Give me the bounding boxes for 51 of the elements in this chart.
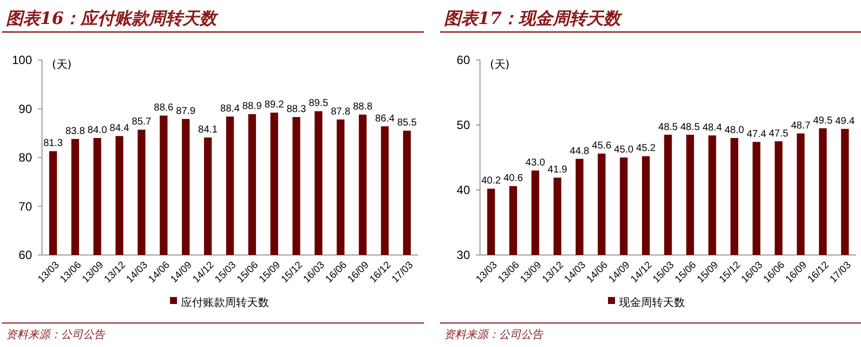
y-axis-title: (天) — [490, 58, 510, 71]
data-label: 86.4 — [375, 113, 395, 124]
data-label: 88.4 — [220, 104, 240, 115]
data-label: 43.0 — [526, 158, 546, 168]
y-tick-label: 90 — [18, 102, 32, 116]
y-tick-label: 80 — [18, 150, 32, 165]
data-label: 84.1 — [198, 124, 218, 136]
data-label: 81.3 — [43, 138, 64, 150]
y-tick-label: 50 — [456, 118, 470, 132]
data-label: 87.8 — [330, 106, 351, 118]
data-label: 40.2 — [481, 176, 502, 187]
y-tick-label: 100 — [12, 53, 32, 68]
data-label: 44.8 — [570, 146, 590, 157]
y-tick-label: 60 — [18, 248, 32, 262]
y-tick-label: 70 — [18, 199, 32, 214]
data-label: 87.9 — [176, 106, 196, 117]
data-label: 41.9 — [548, 164, 568, 176]
data-label: 88.8 — [352, 102, 373, 113]
data-label: 48.7 — [790, 120, 811, 132]
data-label: 49.4 — [835, 116, 856, 127]
data-label: 88.3 — [286, 104, 307, 116]
data-label: 88.9 — [242, 101, 262, 112]
data-label: 49.5 — [813, 115, 833, 126]
data-label: 48.5 — [680, 122, 700, 133]
data-label: 89.2 — [264, 100, 284, 111]
data-label: 48.0 — [724, 125, 745, 136]
data-label: 85.7 — [132, 116, 152, 128]
data-label: 47.4 — [746, 128, 767, 140]
data-label: 47.5 — [768, 128, 789, 140]
data-label: 84.0 — [88, 125, 108, 136]
y-tick-label: 40 — [456, 183, 470, 198]
data-label: 45.0 — [614, 144, 634, 156]
data-label: 48.5 — [658, 122, 678, 133]
legend-label: 现金周转天数 — [619, 296, 685, 309]
data-label: 40.6 — [503, 173, 524, 184]
y-tick-label: 60 — [456, 53, 470, 68]
data-label: 45.2 — [636, 143, 656, 154]
chart-title: 图表17：现金周转天数 — [444, 9, 623, 29]
data-label: 45.6 — [592, 140, 612, 152]
text: 资料来源：公司公告 — [444, 328, 544, 341]
data-label: 88.6 — [154, 102, 174, 114]
legend-label: 应付账款周转天数 — [181, 296, 269, 309]
data-label: 85.5 — [397, 118, 418, 129]
y-axis-title: (天) — [52, 58, 72, 71]
text: 资料来源：公司公告 — [6, 328, 106, 341]
data-label: 89.5 — [308, 98, 329, 110]
data-label: 83.8 — [65, 126, 86, 137]
data-label: 84.4 — [110, 123, 130, 134]
data-label: 48.4 — [702, 122, 722, 134]
y-tick-label: 30 — [456, 248, 470, 262]
chart-title: 图表16：应付账款周转天数 — [6, 9, 219, 29]
